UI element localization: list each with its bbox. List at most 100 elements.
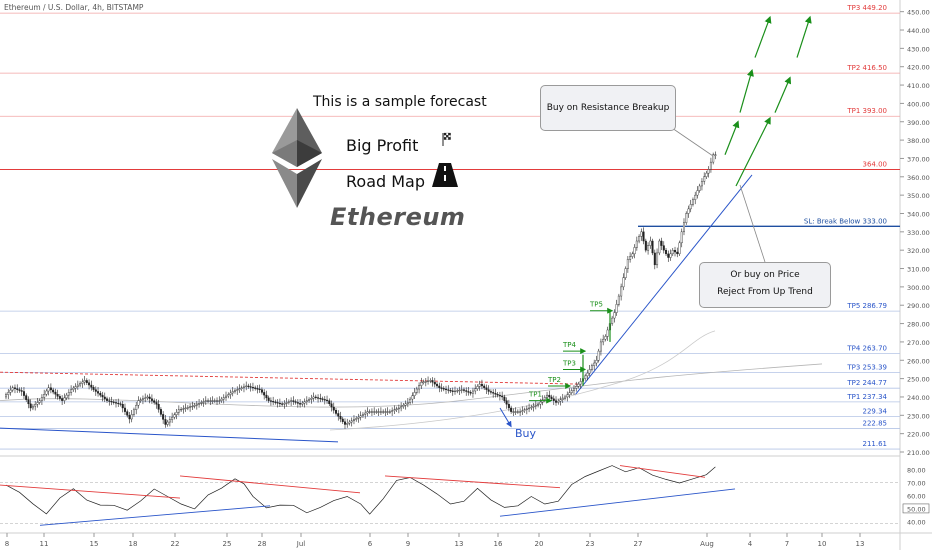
candle-body xyxy=(445,388,448,391)
candle-body xyxy=(364,412,367,415)
candle-body xyxy=(382,411,385,413)
candle-body xyxy=(449,390,452,392)
candle-body xyxy=(303,401,306,404)
candle-body xyxy=(247,385,250,387)
candle-body xyxy=(422,381,425,383)
x-tick-label: 28 xyxy=(258,540,267,548)
candle-body xyxy=(281,403,284,405)
candle-body xyxy=(76,384,79,387)
candle-body xyxy=(341,418,344,422)
candle-body xyxy=(546,394,549,398)
candle-body xyxy=(193,405,196,407)
candle-body xyxy=(557,400,560,403)
candle-body xyxy=(225,395,228,398)
osc-resistance-line xyxy=(384,475,561,489)
candle-body xyxy=(292,400,295,402)
level-label: 364.00 xyxy=(863,160,888,168)
candle-body xyxy=(92,387,95,390)
candle-body xyxy=(195,404,198,406)
osc-tick-label: 50.00 xyxy=(907,505,926,513)
y-tick-label: 310.00 xyxy=(907,266,930,274)
candle-body xyxy=(462,389,465,391)
osc-tick-label: 60.00 xyxy=(907,492,926,500)
x-tick-label: 10 xyxy=(818,540,827,548)
candle-body xyxy=(49,387,52,391)
candle-body xyxy=(406,402,409,405)
candle-body xyxy=(236,389,239,391)
candle-body xyxy=(189,406,192,408)
candle-body xyxy=(572,388,575,391)
candle-body xyxy=(454,390,457,392)
candle-body xyxy=(413,392,416,396)
candle-body xyxy=(388,411,391,413)
y-tick-label: 380.00 xyxy=(907,137,930,145)
candle-body xyxy=(222,397,225,400)
candle-body xyxy=(63,397,66,401)
candle-body xyxy=(216,400,219,402)
candle-body xyxy=(391,410,394,412)
candle-body xyxy=(312,396,315,399)
candle-body xyxy=(707,169,710,174)
candle-body xyxy=(310,397,313,400)
candle-body xyxy=(103,396,106,399)
level-label: TP2 244.77 xyxy=(846,379,887,387)
candle-body xyxy=(330,403,333,408)
candle-body xyxy=(590,365,593,370)
candle-body xyxy=(510,407,513,412)
candle-body xyxy=(629,256,632,260)
candle-body xyxy=(238,388,241,390)
candle-body xyxy=(436,383,439,387)
candle-body xyxy=(359,415,362,418)
candle-body xyxy=(624,268,627,278)
candle-body xyxy=(512,411,515,413)
candle-body xyxy=(487,389,490,392)
level-label: TP1 393.00 xyxy=(846,107,887,115)
candle-body xyxy=(647,245,650,251)
candle-body xyxy=(9,389,12,393)
candle-body xyxy=(328,400,331,405)
x-tick-label: 27 xyxy=(634,540,643,548)
tp-marker-label: TP4 xyxy=(562,341,576,349)
x-tick-label: 20 xyxy=(535,540,544,548)
candle-body xyxy=(346,423,349,425)
candle-body xyxy=(712,154,715,163)
candle-body xyxy=(431,380,434,383)
big-profit-label: Big Profit xyxy=(346,136,419,155)
candle-body xyxy=(483,385,486,388)
candle-body xyxy=(561,398,564,400)
candle-body xyxy=(220,398,223,401)
candle-body xyxy=(626,259,629,269)
candle-body xyxy=(22,391,25,396)
candle-body xyxy=(276,402,279,404)
candle-body xyxy=(287,401,290,403)
candle-body xyxy=(530,406,533,409)
candle-body xyxy=(319,397,322,400)
candle-body xyxy=(317,397,320,399)
candle-body xyxy=(240,387,243,389)
candle-body xyxy=(164,419,167,425)
osc-resistance-line xyxy=(0,484,181,499)
candle-body xyxy=(633,247,636,255)
candle-body xyxy=(343,421,346,425)
candle-body xyxy=(31,405,34,409)
candle-body xyxy=(653,252,656,266)
candle-body xyxy=(685,213,688,223)
candle-body xyxy=(458,389,461,392)
candle-body xyxy=(65,394,68,399)
candle-body xyxy=(485,387,488,390)
candle-body xyxy=(478,383,481,387)
candle-body xyxy=(698,185,701,191)
candle-body xyxy=(47,387,50,392)
candle-body xyxy=(568,392,571,396)
candle-body xyxy=(85,380,88,383)
candle-body xyxy=(658,240,661,254)
candle-body xyxy=(321,398,324,400)
candle-body xyxy=(139,399,142,401)
candle-body xyxy=(182,408,185,410)
candle-body xyxy=(121,404,124,409)
candle-body xyxy=(352,419,355,422)
candle-body xyxy=(267,397,270,401)
ethereum-logo-icon xyxy=(272,108,322,208)
candle-body xyxy=(418,385,421,390)
